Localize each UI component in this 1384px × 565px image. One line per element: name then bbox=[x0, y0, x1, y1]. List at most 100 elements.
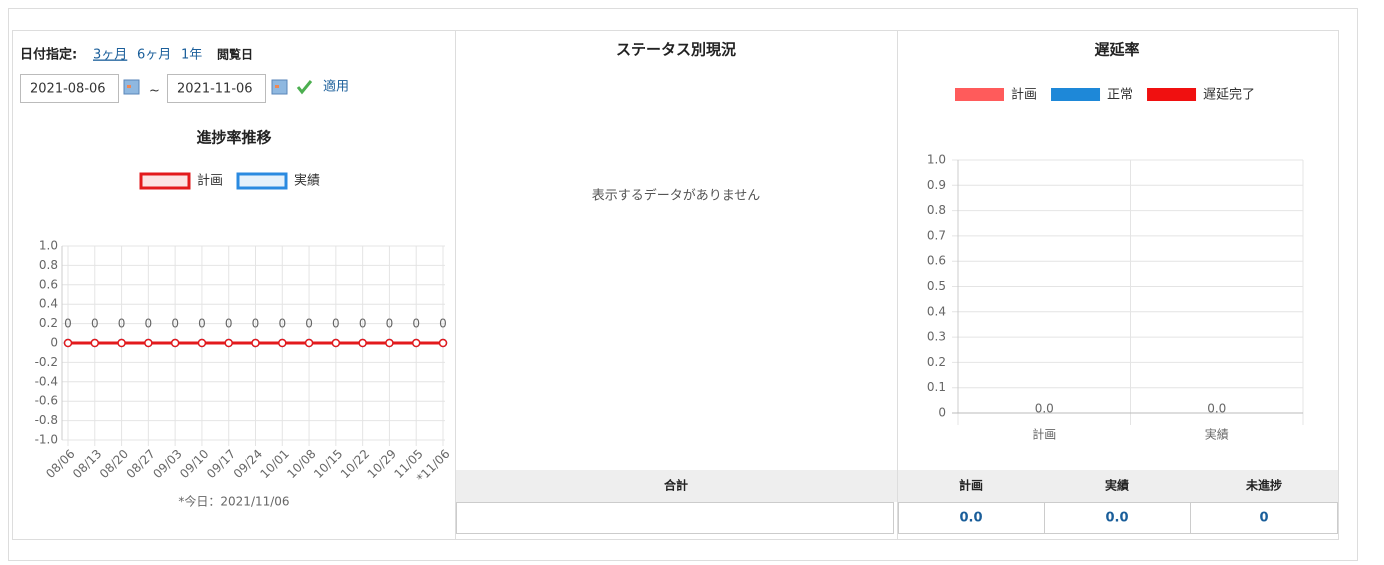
panel bbox=[897, 30, 1339, 540]
check-icon bbox=[296, 80, 313, 95]
table-cell bbox=[1044, 502, 1191, 534]
table-cell bbox=[898, 502, 1045, 534]
data-point bbox=[63, 338, 73, 348]
calendar-icon[interactable] bbox=[123, 79, 140, 95]
data-label: 0 bbox=[386, 317, 394, 331]
y-tick-label: 0.5 bbox=[927, 279, 946, 293]
table-header bbox=[456, 470, 897, 502]
y-tick-label: 0.7 bbox=[927, 228, 946, 242]
x-tick-label: 08/13 bbox=[70, 447, 104, 481]
y-tick-label: 0.8 bbox=[927, 203, 946, 217]
summary-value: 0.0 bbox=[1105, 511, 1128, 526]
y-tick-label: 0 bbox=[938, 406, 946, 420]
y-tick-label: 0 bbox=[50, 336, 58, 350]
legend-label: 計画 bbox=[1011, 87, 1037, 103]
x-tick-label: 10/15 bbox=[311, 447, 345, 481]
y-tick-label: 0.4 bbox=[927, 304, 946, 318]
y-tick-label: 0.2 bbox=[39, 316, 58, 330]
x-tick-label: 10/22 bbox=[338, 447, 372, 481]
data-point bbox=[385, 338, 394, 348]
y-tick-label: 0.3 bbox=[927, 330, 946, 344]
x-tick-label: 08/06 bbox=[43, 447, 77, 481]
table-header-cell: 計画 bbox=[959, 478, 983, 493]
legend-label: 計画 bbox=[197, 173, 223, 189]
data-label: 0 bbox=[171, 317, 179, 331]
data-point bbox=[197, 338, 207, 348]
summary-value: 0.0 bbox=[959, 511, 982, 526]
x-tick-label: 08/27 bbox=[124, 447, 158, 481]
panel bbox=[455, 30, 898, 540]
calendar-icon-dot bbox=[275, 85, 279, 88]
data-point bbox=[411, 338, 421, 348]
data-point bbox=[117, 338, 126, 348]
empty-message: 表示するデータがありません bbox=[592, 188, 761, 204]
data-label: 0 bbox=[145, 317, 153, 331]
y-tick-label: 0.9 bbox=[927, 178, 946, 192]
y-tick-label: 1.0 bbox=[927, 153, 946, 167]
summary-value: 0 bbox=[1259, 511, 1268, 526]
legend-swatch bbox=[1051, 88, 1101, 101]
table-cell bbox=[456, 502, 894, 534]
data-point bbox=[170, 338, 180, 348]
table-header-cell: 実績 bbox=[1105, 478, 1129, 493]
chart-note: *今日：2021/11/06 bbox=[178, 494, 289, 509]
data-point bbox=[278, 338, 287, 348]
x-tick-label: 09/17 bbox=[204, 447, 238, 481]
data-label: 0 bbox=[332, 317, 340, 331]
legend-swatch bbox=[955, 88, 1004, 101]
legend-label: 遅延完了 bbox=[1203, 88, 1255, 103]
y-tick-label: 0.4 bbox=[39, 297, 58, 311]
date-input[interactable] bbox=[167, 74, 266, 103]
y-tick-label: 1.0 bbox=[39, 239, 58, 253]
data-point bbox=[144, 338, 153, 348]
data-label: 0 bbox=[198, 317, 206, 331]
x-tick-label: 09/24 bbox=[231, 447, 265, 481]
legend-label: 実績 bbox=[294, 173, 320, 189]
data-label: 0 bbox=[305, 317, 313, 331]
data-point bbox=[331, 338, 341, 348]
x-tick-label: 09/10 bbox=[177, 447, 211, 481]
date-separator: ~ bbox=[149, 84, 160, 99]
data-label: 0 bbox=[225, 317, 233, 331]
y-tick-label: -0.6 bbox=[35, 394, 58, 408]
y-tick-label: -1.0 bbox=[35, 433, 58, 447]
data-label: 0.0 bbox=[1035, 402, 1054, 416]
calendar-icon[interactable] bbox=[271, 79, 288, 95]
x-tick-label: 10/08 bbox=[284, 447, 318, 481]
apply-link[interactable]: 適用 bbox=[323, 79, 349, 95]
data-point bbox=[304, 338, 314, 348]
data-point bbox=[90, 338, 100, 348]
y-tick-label: 0.8 bbox=[39, 258, 58, 272]
chart-title: 遅延率 bbox=[1094, 41, 1139, 59]
y-tick-label: 0.1 bbox=[927, 380, 946, 394]
data-label: 0 bbox=[91, 317, 99, 331]
range-link[interactable]: 6ヶ月 bbox=[137, 48, 171, 63]
legend-swatch bbox=[139, 172, 191, 190]
y-tick-label: -0.2 bbox=[35, 355, 58, 369]
browse-label: 閲覧日 bbox=[217, 47, 253, 62]
y-tick-label: -0.8 bbox=[35, 413, 58, 427]
data-label: 0 bbox=[412, 317, 420, 331]
data-point bbox=[251, 338, 260, 348]
table-header bbox=[898, 470, 1338, 502]
x-tick-label: 実績 bbox=[1205, 427, 1229, 442]
data-point bbox=[438, 338, 448, 348]
date-input[interactable] bbox=[20, 74, 119, 103]
data-label: 0 bbox=[278, 317, 286, 331]
data-label: 0 bbox=[64, 317, 72, 331]
data-point bbox=[358, 338, 367, 348]
y-tick-label: 0.6 bbox=[927, 254, 946, 268]
range-link[interactable]: 1年 bbox=[181, 48, 202, 63]
range-link[interactable]: 3ヶ月 bbox=[93, 48, 127, 63]
legend-swatch bbox=[236, 172, 288, 190]
filter-label: 日付指定: bbox=[20, 47, 77, 63]
table-header-cell: 合計 bbox=[664, 478, 688, 493]
data-label: 0 bbox=[252, 317, 260, 331]
status-title: ステータス別現況 bbox=[616, 41, 736, 59]
table-cell bbox=[1190, 502, 1338, 534]
data-label: 0.0 bbox=[1207, 402, 1226, 416]
legend-label: 正常 bbox=[1107, 88, 1133, 103]
x-tick-label: 09/03 bbox=[150, 447, 184, 481]
y-tick-label: 0.6 bbox=[39, 277, 58, 291]
